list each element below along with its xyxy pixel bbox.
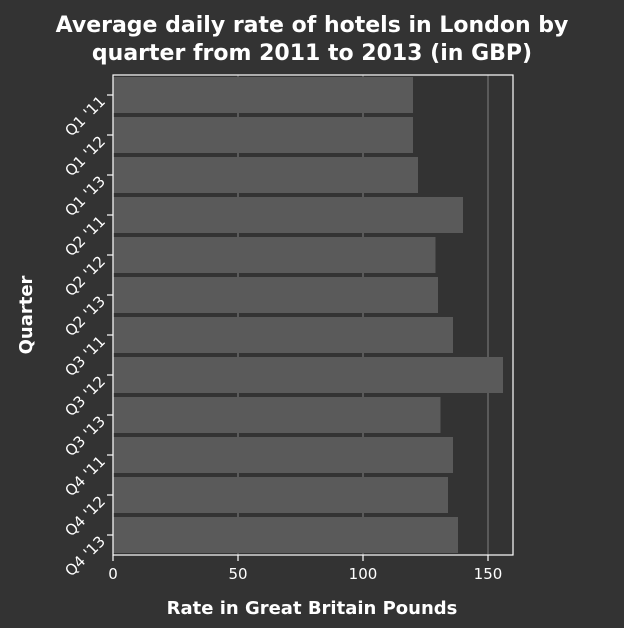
bar-8 (113, 397, 441, 433)
bar-7 (113, 357, 503, 393)
y-tick-label-10: Q4 '12 (61, 492, 109, 540)
bar-0 (113, 77, 413, 113)
y-tick-label-9: Q4 '11 (61, 452, 109, 500)
y-tick-label-4: Q2 '12 (61, 252, 109, 300)
gridlines (237, 75, 489, 555)
x-tick-label-0: 0 (108, 565, 118, 583)
bar-2 (113, 157, 418, 193)
bar-4 (113, 237, 436, 273)
x-axis-label: Rate in Great Britain Pounds (167, 598, 458, 619)
y-tick-label-5: Q2 '13 (61, 292, 109, 340)
x-axis-ticks: 0 50 100 150 (108, 555, 502, 583)
y-tick-label-11: Q4 '13 (61, 532, 109, 580)
bar-11 (113, 517, 458, 553)
y-tick-label-3: Q2 '11 (61, 212, 109, 260)
bars (113, 77, 503, 553)
bar-10 (113, 477, 448, 513)
bar-3 (113, 197, 463, 233)
x-tick-label-3: 150 (474, 565, 503, 583)
bar-6 (113, 317, 453, 353)
chart-title-line-1: Average daily rate of hotels in London b… (56, 13, 569, 38)
y-tick-label-1: Q1 '12 (61, 132, 109, 180)
plot-area-frame (112, 74, 514, 556)
bar-9 (113, 437, 453, 473)
y-tick-label-2: Q1 '13 (61, 172, 109, 220)
x-tick-label-2: 100 (349, 565, 378, 583)
y-tick-label-6: Q3 '11 (61, 332, 109, 380)
y-tick-label-0: Q1 '11 (61, 92, 109, 140)
y-tick-label-7: Q3 '12 (61, 372, 109, 420)
bar-5 (113, 277, 438, 313)
y-axis-label: Quarter (16, 275, 37, 354)
bar-1 (113, 117, 413, 153)
chart-title-line-2: quarter from 2011 to 2013 (in GBP) (92, 41, 532, 66)
y-tick-label-8: Q3 '13 (61, 412, 109, 460)
x-tick-label-1: 50 (228, 565, 247, 583)
